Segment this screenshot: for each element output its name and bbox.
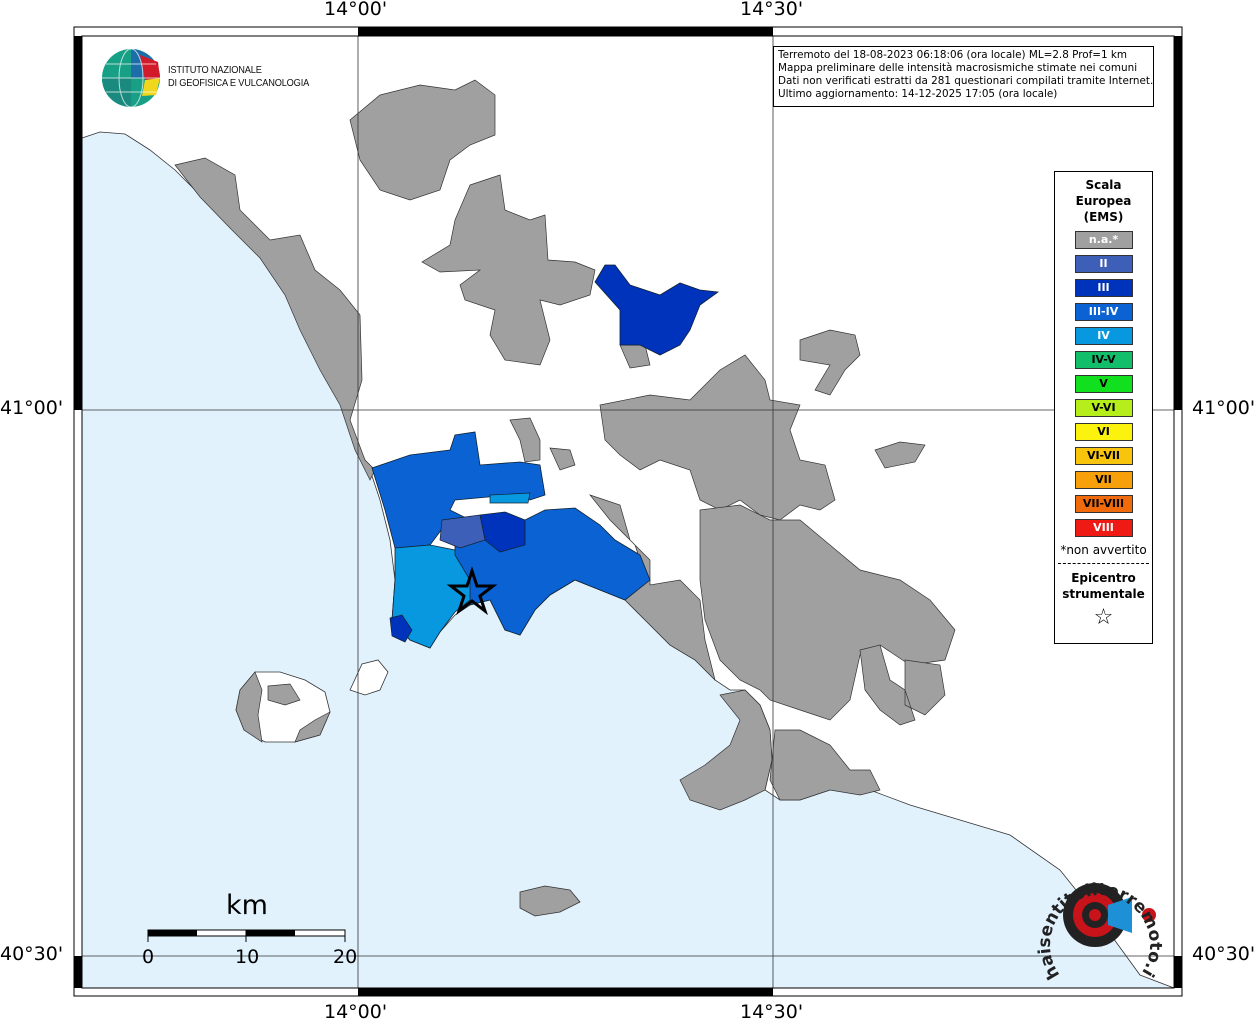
intensity-II-pozzuoli xyxy=(439,514,486,549)
na-isolated-north-east xyxy=(799,329,926,469)
epicenter-star-icon: ☆ xyxy=(1093,605,1114,630)
capri-island xyxy=(519,885,581,917)
na-amalfi-coast xyxy=(769,729,881,801)
epicenter-star xyxy=(446,566,498,616)
legend-item: VII-VIII xyxy=(1074,495,1133,513)
lon-label-top-left: 14°00' xyxy=(324,0,388,20)
scale-bar-tick: 10 xyxy=(235,946,260,968)
na-coastal-municipalities xyxy=(174,157,376,481)
event-info-line: Mappa preliminare delle intensità macros… xyxy=(778,62,1138,74)
lat-label-right-bottom: 40°30' xyxy=(1192,943,1256,965)
scale-bar-tick: 0 xyxy=(142,946,155,968)
legend-items: n.a.* II III III-IV IV IV-V V V-VI VI VI-VII VII VI… xyxy=(1055,231,1152,537)
scale-bar-unit: km xyxy=(226,890,268,921)
scale-bar-tick: 20 xyxy=(333,946,358,968)
map-frame xyxy=(73,26,1183,997)
intensity-IV-small xyxy=(489,492,531,504)
graticule xyxy=(82,36,1174,988)
legend-item: IV xyxy=(1074,327,1133,345)
lon-label-bottom-left: 14°00' xyxy=(324,1001,388,1023)
legend-item: III-IV xyxy=(1074,303,1133,321)
lat-label-left-bottom: 40°30' xyxy=(0,943,64,965)
procida-island xyxy=(349,659,389,696)
legend-item: VIII xyxy=(1074,519,1133,537)
legend-separator xyxy=(1058,563,1149,564)
legend-epicenter-label: Epicentro strumentale xyxy=(1055,570,1152,602)
legend-epicenter-line: strumentale xyxy=(1062,587,1145,601)
legend-epicenter-line: Epicentro xyxy=(1071,571,1136,585)
legend-item: V-VI xyxy=(1074,399,1133,417)
event-info-line: Ultimo aggiornamento: 14-12-2025 17:05 (… xyxy=(778,88,1058,100)
event-info-line: Terremoto del 18-08-2023 06:18:06 (ora l… xyxy=(778,49,1128,61)
legend-item: IV-V xyxy=(1074,351,1133,369)
lon-label-top-right: 14°30' xyxy=(740,0,804,20)
legend-item: n.a.* xyxy=(1074,231,1133,249)
legend-item: VII xyxy=(1074,471,1133,489)
na-sorrento-peninsula xyxy=(679,689,773,811)
na-salerno-area xyxy=(859,644,946,726)
legend-title-line: Scala xyxy=(1085,178,1122,192)
ingv-logo-text: ISTITUTO NAZIONALE DI GEOFISICA E VULCAN… xyxy=(168,64,309,90)
ems-legend: Scala Europea (EMS) n.a.* II III III-IV IV IV… xyxy=(1054,171,1153,644)
legend-title: Scala Europea (EMS) xyxy=(1055,177,1152,225)
intensity-III-bacoli xyxy=(389,614,413,643)
event-info-box: Terremoto del 18-08-2023 06:18:06 (ora l… xyxy=(773,46,1154,107)
intensity-III-north xyxy=(594,264,720,356)
legend-item: VI-VII xyxy=(1074,447,1133,465)
na-inland-centre xyxy=(421,174,596,366)
scale-bar xyxy=(147,929,346,942)
lon-label-bottom-right: 14°30' xyxy=(740,1001,804,1023)
na-inland-north xyxy=(349,79,496,201)
legend-note: *non avvertito xyxy=(1060,543,1147,557)
legend-title-line: Europea xyxy=(1075,194,1132,208)
legend-item: V xyxy=(1074,375,1133,393)
legend-item: VI xyxy=(1074,423,1133,441)
lat-label-left-top: 41°00' xyxy=(0,397,64,419)
lat-label-right-top: 41°00' xyxy=(1192,397,1256,419)
ingv-globe-icon xyxy=(102,48,160,108)
ingv-logo-line1: ISTITUTO NAZIONALE xyxy=(168,64,262,76)
hsit-target-icon xyxy=(1063,883,1156,947)
legend-title-line: (EMS) xyxy=(1083,210,1124,224)
event-info-line: Dati non verificati estratti da 281 ques… xyxy=(778,75,1154,87)
ingv-logo-line2: DI GEOFISICA E VULCANOLOGIA xyxy=(168,77,310,89)
na-caserta-area xyxy=(599,354,836,521)
legend-item: II xyxy=(1074,255,1133,273)
legend-item: III xyxy=(1074,279,1133,297)
ischia-municipality-grey xyxy=(235,671,331,743)
